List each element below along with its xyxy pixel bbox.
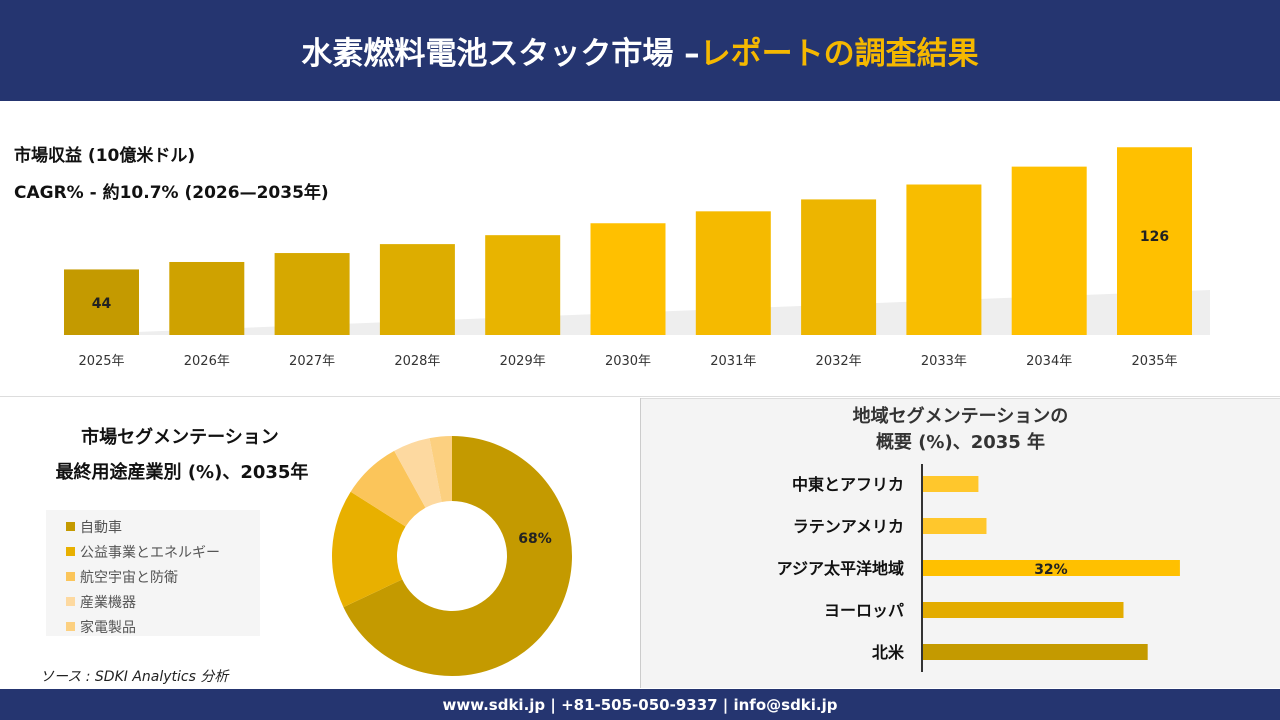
x-tick-label: 2026年: [184, 354, 230, 369]
donut-slice-2: [350, 450, 426, 527]
legend-item: 航空宇宙と防衛: [66, 564, 260, 589]
x-tick-label: 2027年: [289, 354, 335, 369]
title-accent: レポートの調査結果: [699, 36, 979, 72]
legend-label: 自動車: [80, 519, 122, 536]
donut-data-label: 68%: [518, 531, 552, 547]
legend-label: 航空宇宙と防衛: [80, 569, 178, 586]
title-main: 水素燃料電池スタック市場 –: [301, 36, 700, 72]
region-label: ヨーロッパ: [824, 601, 904, 620]
region-bar-1: [922, 518, 987, 534]
bar-2031年: [695, 211, 771, 335]
bar-2034年: [1011, 166, 1087, 335]
legend-label: 産業機器: [80, 594, 136, 611]
region-label: 中東とアフリカ: [792, 475, 904, 494]
bar-2035年: [1117, 147, 1192, 335]
legend-swatch: [66, 547, 75, 556]
bar-2030年: [590, 223, 666, 335]
legend-swatch: [66, 597, 75, 606]
donut-slice-1: [332, 491, 406, 608]
segment-title: 市場セグメンテーション: [81, 427, 279, 448]
bar-data-label: 44: [92, 296, 112, 312]
region-bar-2: [922, 560, 1180, 576]
region-label: アジア太平洋地域: [777, 559, 904, 578]
donut-chart: 68%: [332, 436, 572, 676]
bar-2025年: [64, 269, 139, 335]
region-label: 北米: [872, 643, 905, 662]
legend-item: 家電製品: [66, 614, 260, 639]
revenue-bar-chart: 2025年 44 2026年 2027年 2028年 2029年 2030年 2031年 203…: [60, 147, 1210, 369]
regional-panel: [641, 398, 1280, 688]
legend-swatch: [66, 522, 75, 531]
donut-legend: 自動車公益事業とエネルギー 航空宇宙と防衛 産業機器家電製品: [46, 510, 260, 636]
region-bar-0: [922, 476, 979, 492]
legend-item: 公益事業とエネルギー: [66, 539, 260, 564]
cagr-label: CAGR% - 約10.7% (2026—2035年): [14, 183, 329, 203]
legend-item: 産業機器: [66, 589, 260, 614]
x-tick-label: 2029年: [500, 354, 546, 369]
x-tick-label: 2032年: [816, 354, 862, 369]
bar-2028年: [379, 244, 455, 335]
x-tick-label: 2035年: [1131, 354, 1177, 369]
bar-2033年: [906, 184, 982, 335]
donut-slice-4: [429, 436, 452, 502]
divider: [640, 398, 641, 688]
bar-2026年: [169, 261, 245, 335]
source-note: ソース : SDKI Analytics 分析: [40, 669, 229, 685]
regional-subtitle: 概要 (%)、2035 年: [875, 432, 1046, 453]
bar-2029年: [485, 235, 561, 335]
legend-swatch: [66, 622, 75, 631]
region-data-label: 32%: [1034, 562, 1068, 578]
legend-label: 家電製品: [80, 619, 136, 636]
legend-item: 自動車: [66, 514, 260, 539]
revenue-label: 市場収益 (10億米ドル): [14, 146, 196, 166]
donut-slice-0: [343, 436, 572, 676]
region-bar-3: [922, 602, 1124, 618]
segment-subtitle: 最終用途産業別 (%)、2035年: [55, 462, 309, 483]
x-tick-label: 2025年: [78, 354, 124, 369]
x-tick-label: 2028年: [394, 354, 440, 369]
x-tick-label: 2031年: [710, 354, 756, 369]
bar-2032年: [801, 199, 877, 335]
bar-data-label: 126: [1140, 229, 1169, 245]
donut-slice-3: [394, 438, 442, 508]
region-bar-4: [922, 644, 1148, 660]
legend-label: 公益事業とエネルギー: [80, 544, 220, 561]
x-tick-label: 2034年: [1026, 354, 1072, 369]
x-tick-label: 2030年: [605, 354, 651, 369]
legend-swatch: [66, 572, 75, 581]
footer-contact: www.sdki.jp | +81-505-050-9337 | info@sd…: [0, 689, 1280, 720]
page-title: 水素燃料電池スタック市場 – レポートの調査結果: [0, 0, 1280, 101]
region-label: ラテンアメリカ: [793, 517, 904, 536]
divider: [0, 396, 1280, 397]
bar-2027年: [274, 253, 350, 335]
x-tick-label: 2033年: [921, 354, 967, 369]
regional-title: 地域セグメンテーションの: [852, 406, 1069, 427]
